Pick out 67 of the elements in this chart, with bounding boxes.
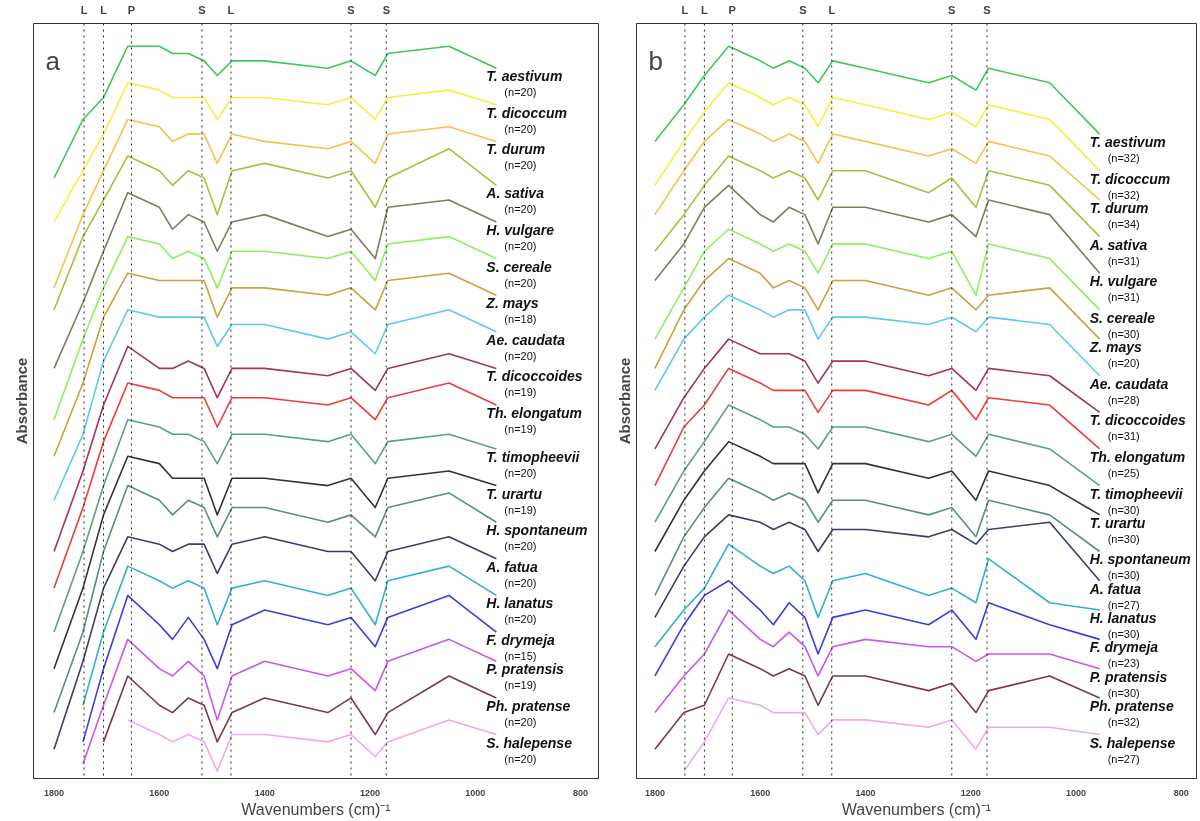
series-label: F. drymeja (n=23) [1089,639,1159,670]
series-label: T. dicoccum (n=20) [486,104,567,135]
series-label: T. timopheevii (n=30) [1089,485,1184,516]
x-axis-title: Wavenumbers (cm)⁻¹ [241,800,391,818]
series-label: Ae. caudata (n=20) [485,331,566,362]
series-label: F. drymeja (n=15) [486,632,556,663]
x-tick-label: 1000 [465,787,486,798]
x-tick-label: 1800 [644,787,665,798]
series-label: H. vulgare (n=20) [486,221,555,252]
series-label: H. lanatus (n=30) [1089,610,1157,641]
series-label: Ph. pratense (n=20) [486,697,571,728]
chart-title: a [45,45,61,76]
series-label: S. halepense (n=20) [486,734,573,765]
x-tick-label: 1200 [960,787,981,798]
series-label: T. aestivum (n=20) [486,68,563,99]
series-label: Z. mays (n=20) [1088,339,1143,370]
series-label: T. urartu (n=19) [486,485,543,516]
series-label: S. cereale (n=20) [486,258,552,289]
x-tick-label: 1400 [855,787,876,798]
ref-line-label: S [948,3,956,16]
y-axis-title: Absorbance [615,357,633,445]
series-label: A. sativa (n=31) [1088,236,1148,267]
series-label: H. spontaneum (n=20) [486,522,588,553]
ref-line-label: L [227,3,235,16]
series-label: T. durum (n=20) [486,141,546,172]
ref-line-label: S [983,3,991,16]
series-label: T. dicoccoides (n=19) [486,368,583,399]
ref-line-label: S [382,3,390,16]
series-label: P. pratensis (n=30) [1089,668,1168,699]
series-label: Th. elongatum (n=25) [1089,448,1186,479]
series-label: H. vulgare (n=31) [1089,273,1158,304]
series-label: A. sativa (n=20) [485,185,545,216]
x-tick-label: 800 [573,787,589,798]
ref-line-label: L [828,3,836,16]
ref-line-label: P [127,3,136,16]
chart-title: b [648,45,663,76]
x-tick-label: 1000 [1065,787,1086,798]
x-tick-label: 1600 [149,787,170,798]
ref-line-label: L [100,3,108,16]
y-axis-title: Absorbance [12,357,30,445]
series-label: Ae. caudata (n=28) [1088,375,1169,406]
x-axis-title: Wavenumbers (cm)⁻¹ [841,800,992,818]
series-label: T. dicoccoides (n=31) [1089,412,1187,443]
ref-line-label: L [681,3,689,16]
series-label: H. lanatus (n=20) [486,595,554,626]
ref-line-label: P [728,3,736,16]
ref-line-label: S [347,3,355,16]
series-label: A. fatua (n=27) [1088,580,1142,611]
series-label: T. dicoccum (n=32) [1089,170,1171,201]
series-label: T. aestivum (n=32) [1089,134,1166,165]
x-tick-label: 1200 [359,787,380,798]
series-label: S. halepense (n=27) [1089,734,1176,765]
series-label: T. timopheevii (n=20) [486,448,581,479]
ref-line-label: L [80,3,88,16]
x-tick-label: 1600 [750,787,771,798]
ref-line-label: L [701,3,709,16]
series-label: Z. mays (n=18) [485,295,539,326]
series-label: A. fatua (n=20) [485,558,538,589]
x-tick-label: 1800 [44,787,65,798]
ref-line-label: S [198,3,206,16]
x-tick-label: 800 [1173,787,1189,798]
ref-line-label: S [799,3,807,16]
series-label: S. cereale (n=30) [1089,309,1156,340]
series-label: P. pratensis (n=19) [486,661,565,692]
series-label: Th. elongatum (n=19) [486,405,583,436]
series-label: H. spontaneum (n=30) [1089,551,1191,582]
x-tick-label: 1400 [254,787,275,798]
